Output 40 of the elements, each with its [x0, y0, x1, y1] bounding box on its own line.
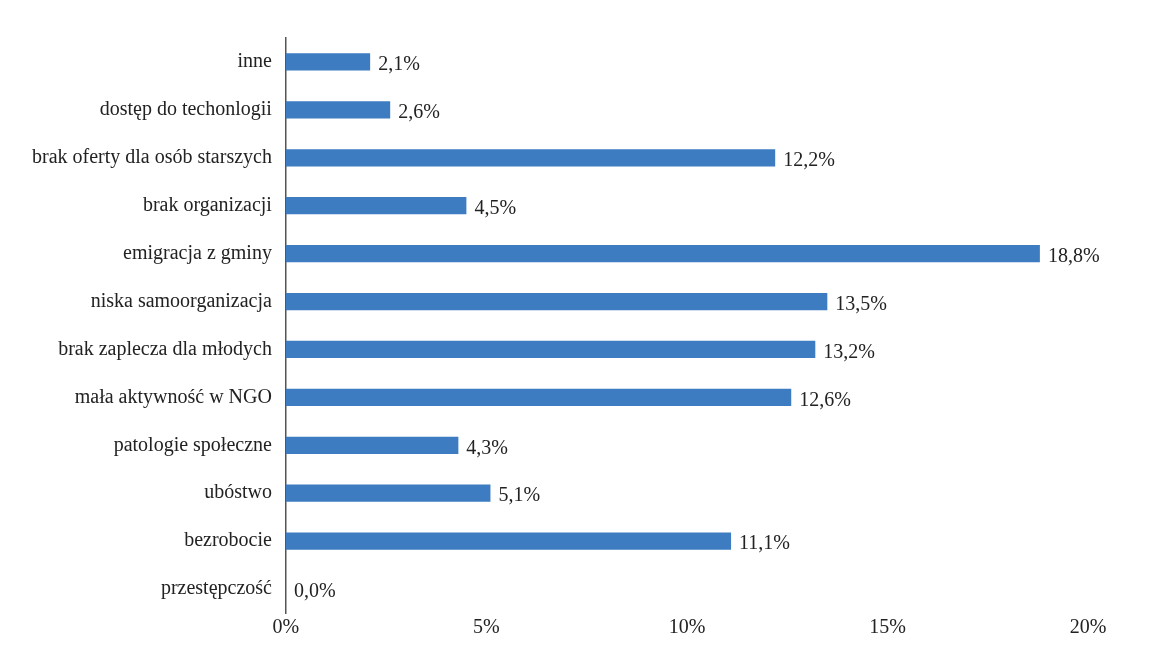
y-tick-label: dostęp do techonlogii — [99, 97, 273, 121]
bar — [285, 197, 467, 215]
data-label: 2,6% — [398, 100, 440, 123]
data-label: 13,2% — [823, 339, 875, 362]
data-label: 0,0% — [293, 579, 336, 602]
bar — [285, 436, 459, 454]
x-tick-label: 0% — [272, 615, 300, 638]
y-tick-label: niska samoorganizacja — [90, 288, 273, 312]
y-tick-label: brak organizacji — [142, 192, 273, 216]
data-label: 18,8% — [1047, 243, 1100, 266]
bar — [285, 245, 1040, 263]
y-tick-label: ubóstwo — [204, 480, 272, 503]
bar — [285, 292, 828, 311]
data-label: 4,3% — [466, 435, 509, 458]
y-tick-label: brak zaplecza dla młodych — [58, 336, 272, 360]
y-tick-label: mała aktywność w NGO — [74, 384, 272, 408]
data-label: 5,1% — [498, 483, 541, 506]
bar — [285, 149, 776, 167]
bar — [285, 53, 371, 71]
y-tick-label: brak oferty dla osób starszych — [32, 145, 272, 169]
data-label: 2,1% — [378, 52, 420, 75]
x-tick-label: 10% — [668, 615, 706, 638]
data-label: 4,5% — [474, 195, 517, 218]
data-label: 12,6% — [799, 387, 851, 410]
y-tick-label: bezrobocie — [184, 528, 273, 551]
bar — [285, 101, 391, 119]
y-tick-label: patologie społeczne — [113, 432, 273, 456]
y-tick-label: inne — [237, 49, 273, 72]
data-label: 11,1% — [739, 531, 790, 554]
x-tick-label: 20% — [1069, 615, 1107, 638]
data-label: 12,2% — [783, 148, 835, 171]
x-tick-label: 15% — [869, 615, 906, 638]
data-label: 13,5% — [835, 291, 887, 314]
y-tick-label: przestępczość — [160, 576, 273, 600]
y-tick-label: emigracja z gminy — [123, 240, 272, 264]
bar — [285, 388, 792, 406]
bar — [285, 340, 816, 359]
x-tick-label: 5% — [473, 615, 500, 638]
bar — [285, 484, 491, 502]
bar — [285, 532, 732, 550]
